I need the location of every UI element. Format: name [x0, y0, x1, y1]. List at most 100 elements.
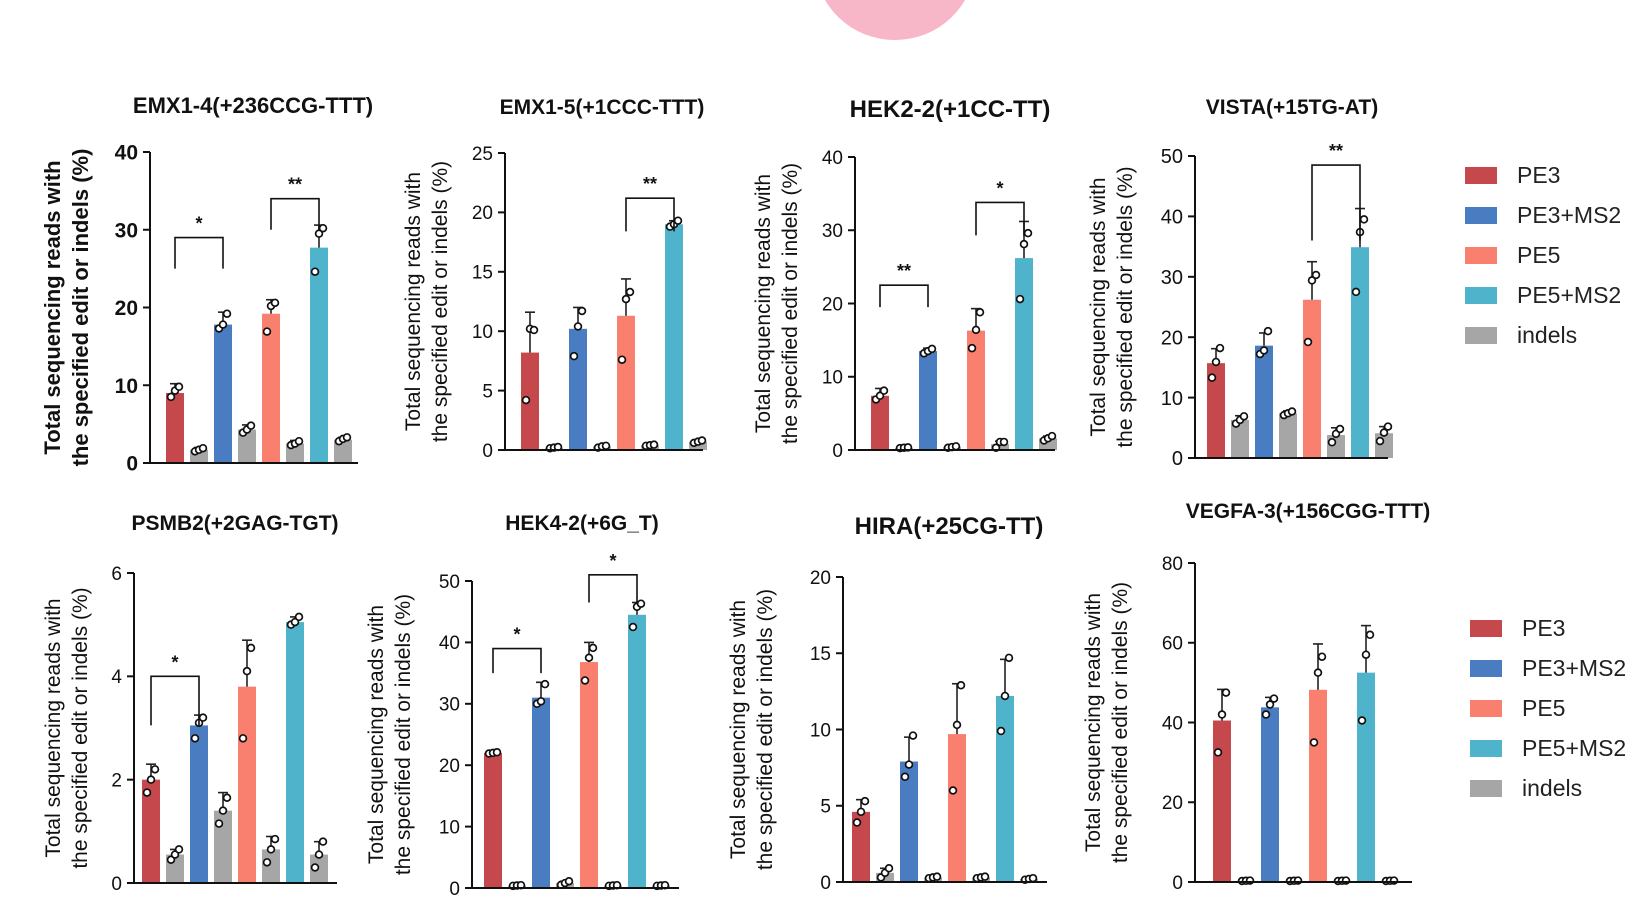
legend-item-pe3: PE3	[1465, 160, 1560, 190]
data-point	[238, 734, 248, 743]
legend-swatch	[1465, 166, 1497, 184]
y-tick-label: 40	[1162, 713, 1183, 734]
chart-panel-4: VISTA(+15TG-AT) Total sequencing reads wi…	[1087, 96, 1393, 470]
significance-bracket	[879, 284, 929, 308]
data-point	[1265, 700, 1275, 709]
data-point	[1383, 422, 1393, 431]
data-point	[1028, 873, 1038, 883]
y-tick-label: 4	[111, 667, 122, 688]
data-point	[1327, 438, 1337, 447]
legend-swatch	[1470, 619, 1502, 637]
data-point	[1365, 630, 1375, 640]
legend-item-pe5-plus-ms2: PE5+MS2	[1470, 733, 1626, 763]
y-axis-label-line: Total sequencing reads with	[365, 605, 388, 864]
y-tick-label: 20	[810, 568, 831, 589]
legend-item-pe5: PE5	[1465, 240, 1560, 270]
data-point	[1213, 748, 1223, 757]
data-point	[1047, 431, 1057, 441]
y-axis-label-line: Total sequencing reads with	[1082, 593, 1105, 852]
data-point	[628, 622, 638, 632]
data-point	[956, 681, 966, 690]
data-point	[198, 713, 208, 722]
chart-panel-2: EMX1-5(+1CCC-TTT) Total sequencing reads …	[402, 96, 707, 462]
data-point	[588, 643, 598, 653]
y-tick-label: 20	[115, 297, 138, 320]
significance-label: *	[609, 551, 616, 571]
legend-swatch	[1465, 326, 1497, 344]
data-point	[584, 653, 594, 662]
chart-title: VISTA(+15TG-AT)	[1206, 96, 1378, 119]
data-point	[1015, 294, 1025, 304]
bar-pe3	[1213, 720, 1231, 882]
legend-item-indels: indels	[1470, 773, 1582, 803]
bar-indels	[214, 810, 232, 883]
y-axis-label-line: the specified edit or indels (%)	[1114, 166, 1137, 447]
chart-panel-7: HIRA(+25CG-TT) Total sequencing reads wit…	[727, 513, 1047, 894]
bar-pe3-plus-ms2	[190, 725, 208, 883]
legend-label: PE5	[1522, 694, 1566, 721]
legend-label: PE5+MS2	[1522, 734, 1627, 761]
y-tick-label: 80	[1162, 554, 1183, 575]
y-tick-label: 10	[472, 322, 493, 343]
bar-pe5-plus-ms2	[1015, 258, 1033, 450]
y-tick-label: 20	[439, 756, 460, 777]
y-tick-label: 20	[472, 203, 493, 224]
data-point	[521, 395, 531, 405]
legend-swatch	[1465, 206, 1497, 224]
data-point	[198, 443, 208, 453]
legend-label: PE3+MS2	[1522, 654, 1627, 681]
significance-bracket	[270, 197, 320, 230]
data-point	[529, 325, 539, 335]
y-tick-label: 0	[1172, 873, 1183, 894]
data-point	[697, 436, 707, 445]
y-axis-label-line: the specified edit or indels (%)	[754, 589, 777, 870]
legend-swatch	[1470, 739, 1502, 757]
data-point	[294, 436, 304, 446]
bar-pe5	[948, 734, 966, 882]
y-tick-label: 0	[820, 873, 831, 894]
data-point	[314, 229, 324, 238]
data-point	[927, 344, 937, 354]
data-point	[952, 720, 962, 730]
bar-pe3-plus-ms2	[900, 761, 918, 882]
bar-pe5	[1309, 689, 1327, 882]
data-point	[852, 818, 862, 827]
y-tick-label: 60	[1162, 634, 1183, 655]
data-point	[1357, 716, 1367, 725]
bar-indels	[1279, 413, 1297, 458]
bar-pe5-plus-ms2	[628, 614, 646, 888]
bar-pe5	[967, 330, 985, 450]
y-axis-label-line: the specified edit or indels (%)	[1109, 582, 1132, 863]
data-point	[1261, 710, 1271, 719]
y-tick-label: 0	[111, 874, 122, 895]
bar-pe3	[142, 779, 160, 883]
data-point	[218, 806, 228, 815]
data-point	[214, 819, 224, 828]
y-axis-label-line: Total sequencing reads with	[40, 160, 65, 454]
data-point	[975, 308, 985, 317]
data-point	[262, 327, 272, 336]
bar-indels	[1375, 433, 1393, 458]
data-point	[318, 837, 328, 846]
data-point	[1211, 357, 1221, 367]
bar-pe3-plus-ms2	[1261, 707, 1279, 882]
data-point	[951, 442, 961, 451]
data-point	[246, 643, 256, 653]
chart-panel-1: EMX1-4(+236CCG-TTT) Total sequencing read…	[40, 93, 373, 476]
data-point	[1351, 287, 1361, 297]
data-point	[492, 748, 502, 757]
y-tick-label: 6	[111, 564, 122, 585]
y-tick-label: 20	[1161, 327, 1183, 349]
data-point	[601, 441, 611, 451]
data-point	[884, 864, 894, 873]
data-point	[908, 731, 918, 740]
y-tick-label: 0	[449, 879, 460, 900]
data-point	[1239, 412, 1249, 421]
y-tick-label: 2	[111, 771, 122, 792]
chart-title: HEK4-2(+6G_T)	[505, 512, 658, 535]
significance-label: **	[643, 174, 657, 194]
legend-swatch	[1465, 286, 1497, 304]
bar-pe5-plus-ms2	[286, 622, 304, 883]
data-point	[540, 679, 550, 689]
y-tick-label: 30	[1161, 267, 1183, 289]
